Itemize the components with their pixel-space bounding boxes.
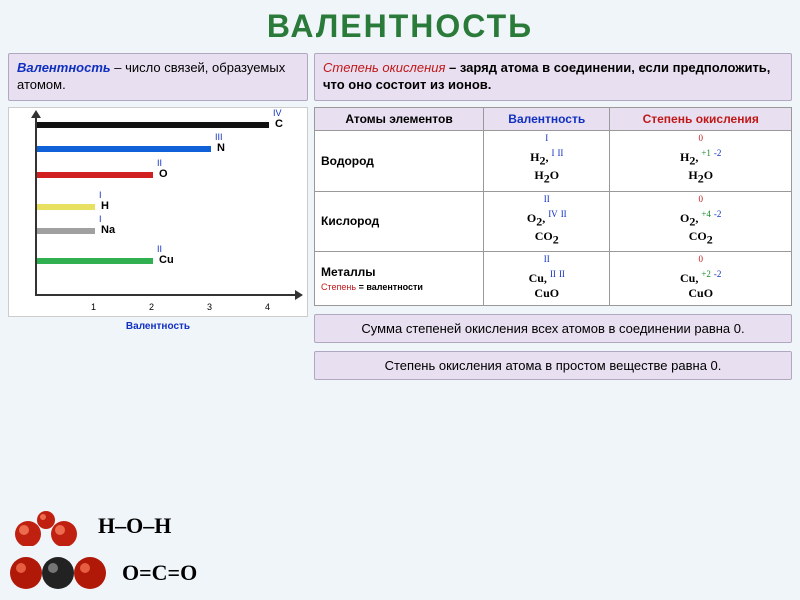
chart-x-title: Валентность (126, 321, 190, 332)
co2-model-icon (8, 554, 108, 592)
note-simple-zero: Степень окисления атома в простом вещест… (314, 351, 792, 380)
h2o-model-icon (8, 506, 84, 546)
chart-bar-label: Na (101, 224, 115, 236)
chart-bar (37, 228, 95, 234)
comparison-table: Атомы элементов Валентность Степень окис… (314, 107, 792, 307)
chart-bar-label: Cu (159, 254, 174, 266)
chart-bar-label: C (275, 118, 283, 130)
table-row: КислородIIO2, IV IICO20O2, +4 -2CO2 (315, 191, 792, 252)
molecule-diagrams: H–O–H O=C=O (8, 498, 308, 592)
chart-bar-label: N (217, 142, 225, 154)
h2o-formula: H–O–H (98, 513, 171, 539)
term-valence: Валентность (17, 60, 111, 75)
th-oxidation: Степень окисления (610, 107, 792, 130)
chart-bar (37, 258, 153, 264)
note-sum-zero: Сумма степеней окисления всех атомов в с… (314, 314, 792, 343)
co2-formula: O=C=O (122, 560, 197, 586)
definition-oxidation: Степень окисления – заряд атома в соедин… (314, 53, 792, 101)
definition-valence: Валентность – число связей, образуемых а… (8, 53, 308, 101)
table-row: МеталлыСтепень = валентностиIICu, II IIC… (315, 252, 792, 306)
chart-bar (37, 146, 211, 152)
page-title: ВАЛЕНТНОСТЬ (0, 0, 800, 53)
chart-bar-label: O (159, 168, 168, 180)
chart-bar-label: H (101, 200, 109, 212)
th-valence: Валентность (484, 107, 610, 130)
valence-chart: CIVNIIIOIIHINaICuII 1234 Валентность (8, 107, 308, 317)
chart-bar (37, 172, 153, 178)
table-row: ВодородIH2, I IIH2O0H2, +1 -2H2O (315, 130, 792, 191)
term-oxidation: Степень окисления (323, 60, 445, 75)
th-elements: Атомы элементов (315, 107, 484, 130)
chart-bar (37, 204, 95, 210)
chart-bar (37, 122, 269, 128)
